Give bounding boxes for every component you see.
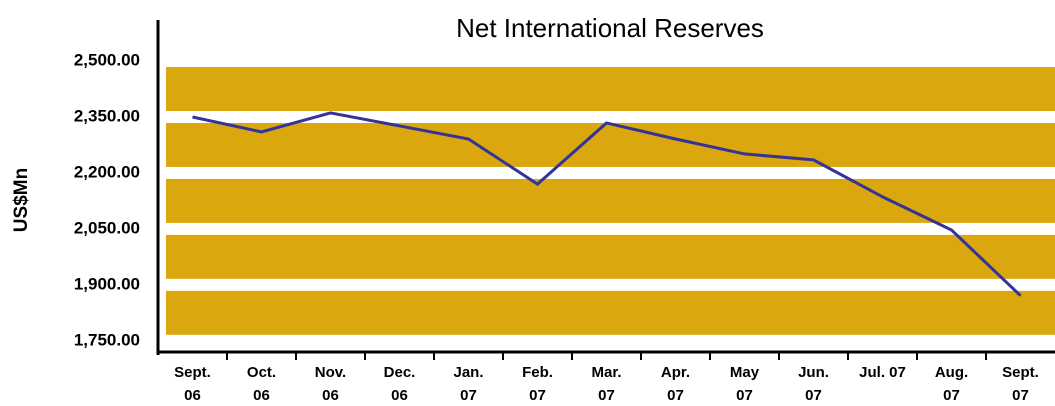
- band: [166, 122, 1055, 167]
- x-tick-label: Apr. 07: [660, 364, 691, 404]
- band: [166, 234, 1055, 279]
- y-tick-label: 1,900.00: [74, 274, 140, 293]
- y-tick-label: 2,050.00: [74, 218, 140, 237]
- x-tick-label: Mar. 07: [591, 364, 622, 404]
- y-tick-label: 2,500.00: [74, 51, 140, 70]
- x-tick-label: Sept. 06: [174, 364, 211, 404]
- x-tick-label: Oct. 06: [246, 364, 277, 404]
- y-tick-label: 2,350.00: [74, 106, 140, 125]
- y-tick-label: 1,750.00: [74, 330, 140, 349]
- x-tick-label: Sept. 07: [1002, 364, 1039, 404]
- x-tick-label: Feb. 07: [522, 364, 553, 404]
- band: [166, 178, 1055, 223]
- band: [166, 67, 1055, 111]
- line: [192, 111, 1022, 297]
- x-tick-label: Jul. 07: [859, 364, 906, 381]
- y-tick-label: 2,200.00: [74, 162, 140, 181]
- x-tick-label: Dec. 06: [383, 364, 416, 404]
- x-tick-label: May 07: [729, 364, 760, 404]
- x-tick-label: Jun. 07: [798, 364, 829, 404]
- x-tick-label: Jan. 07: [453, 364, 484, 404]
- x-tick-label: Nov. 06: [314, 364, 347, 404]
- x-tick-label: Aug. 07: [934, 364, 969, 404]
- chart-title: Net International Reserves: [456, 13, 764, 43]
- y-axis-label: US$Mn: [11, 168, 32, 232]
- band: [166, 290, 1055, 335]
